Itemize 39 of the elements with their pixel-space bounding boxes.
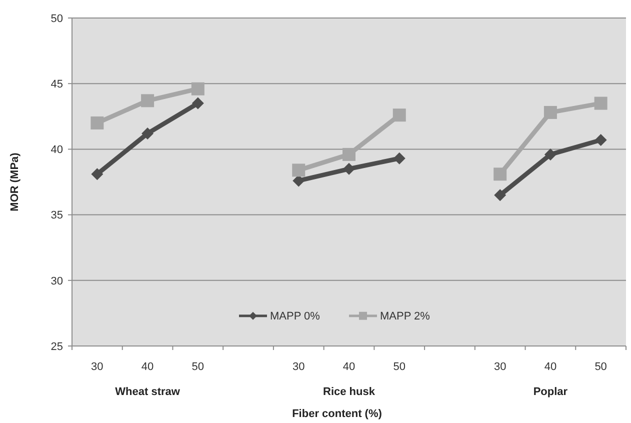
x-tick-label: 40 xyxy=(342,361,356,373)
y-axis-title: MOR (MPa) xyxy=(9,152,21,212)
point xyxy=(292,164,306,177)
x-tick-label: 50 xyxy=(594,361,607,373)
x-tick-label: 40 xyxy=(141,361,154,373)
x-axis-title: Fiber content (%) xyxy=(292,408,382,420)
point xyxy=(494,168,507,181)
point xyxy=(494,189,506,202)
x-tick-label: 50 xyxy=(393,361,406,373)
point xyxy=(91,168,104,180)
point xyxy=(594,96,608,110)
point xyxy=(342,148,356,161)
y-tick-label: 30 xyxy=(50,275,63,288)
point xyxy=(393,152,406,164)
y-tick-label: 35 xyxy=(50,210,63,222)
point xyxy=(191,82,204,96)
point xyxy=(90,116,104,130)
y-tick-label: 50 xyxy=(50,12,63,25)
text: Rice husk xyxy=(323,386,376,398)
y-tick-label: 45 xyxy=(50,78,63,90)
point xyxy=(544,148,556,160)
text: Poplar xyxy=(533,386,568,398)
x-tick-label: 30 xyxy=(494,361,506,373)
x-tick-label: 50 xyxy=(192,361,204,373)
text: Wheat straw xyxy=(115,386,180,398)
y-tick-label: 25 xyxy=(50,340,63,353)
legend-label: MAPP 0% xyxy=(270,310,320,323)
point xyxy=(142,127,154,140)
point xyxy=(594,134,607,146)
y-tick-label: 40 xyxy=(50,144,63,156)
point xyxy=(141,94,154,108)
point xyxy=(544,106,557,119)
point xyxy=(392,108,406,122)
x-tick-label: 30 xyxy=(91,361,104,373)
point xyxy=(343,162,355,175)
point xyxy=(192,97,204,110)
x-tick-label: 30 xyxy=(292,361,305,373)
x-tick-label: 40 xyxy=(544,361,557,373)
legend-label: MAPP 2% xyxy=(380,310,430,323)
